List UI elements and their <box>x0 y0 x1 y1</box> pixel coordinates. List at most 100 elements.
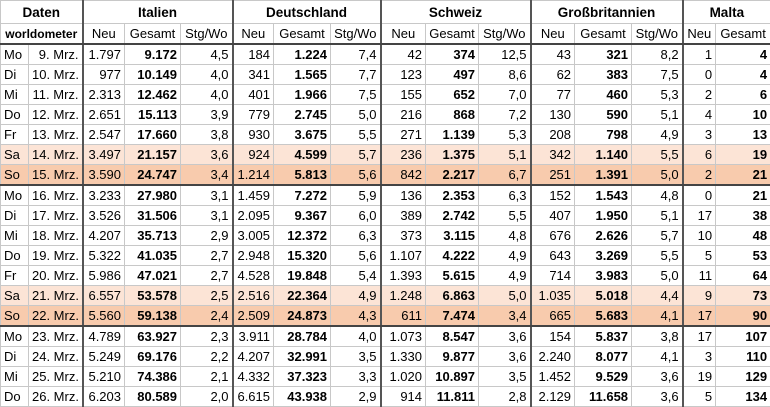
value-cell: 9.367 <box>274 206 331 226</box>
value-cell: 497 <box>426 65 479 85</box>
value-cell: 27.980 <box>125 185 181 206</box>
column-header: Stg/Wo <box>479 24 531 45</box>
value-cell: 5.560 <box>83 306 125 327</box>
date-cell: 25. Mrz. <box>29 367 83 387</box>
value-cell: 19 <box>683 367 716 387</box>
value-cell: 342 <box>531 145 575 165</box>
value-cell: 914 <box>381 387 426 407</box>
value-cell: 5.018 <box>575 286 632 306</box>
date-cell: 20. Mrz. <box>29 266 83 286</box>
value-cell: 407 <box>531 206 575 226</box>
value-cell: 3 <box>683 347 716 367</box>
value-cell: 321 <box>575 44 632 65</box>
value-cell: 22.364 <box>274 286 331 306</box>
value-cell: 21 <box>716 165 770 186</box>
value-cell: 69.176 <box>125 347 181 367</box>
value-cell: 5,5 <box>331 125 381 145</box>
date-cell: Mi <box>1 85 29 105</box>
value-cell: 4,0 <box>181 65 233 85</box>
value-cell: 1.375 <box>426 145 479 165</box>
column-header: Neu <box>233 24 274 45</box>
value-cell: 11 <box>683 266 716 286</box>
value-cell: 2 <box>683 165 716 186</box>
date-cell: 23. Mrz. <box>29 326 83 347</box>
value-cell: 208 <box>531 125 575 145</box>
column-header: Gesamt <box>426 24 479 45</box>
value-cell: 2 <box>683 85 716 105</box>
value-cell: 3,1 <box>181 185 233 206</box>
value-cell: 2.095 <box>233 206 274 226</box>
value-cell: 3.269 <box>575 246 632 266</box>
date-cell: 15. Mrz. <box>29 165 83 186</box>
value-cell: 7,0 <box>479 85 531 105</box>
value-cell: 4,8 <box>632 185 683 206</box>
value-cell: 4,1 <box>632 306 683 327</box>
value-cell: 2.745 <box>274 105 331 125</box>
date-cell: Di <box>1 206 29 226</box>
value-cell: 2.948 <box>233 246 274 266</box>
value-cell: 21 <box>716 185 770 206</box>
value-cell: 53.578 <box>125 286 181 306</box>
value-cell: 2.509 <box>233 306 274 327</box>
group-header: Schweiz <box>381 1 531 24</box>
date-cell: Di <box>1 65 29 85</box>
value-cell: 48 <box>716 226 770 246</box>
value-cell: 3.005 <box>233 226 274 246</box>
column-header: Neu <box>683 24 716 45</box>
date-cell: Fr <box>1 125 29 145</box>
value-cell: 2.742 <box>426 206 479 226</box>
value-cell: 2.626 <box>575 226 632 246</box>
value-cell: 2.129 <box>531 387 575 407</box>
value-cell: 43.938 <box>274 387 331 407</box>
value-cell: 4.332 <box>233 367 274 387</box>
value-cell: 6 <box>716 85 770 105</box>
value-cell: 6,0 <box>331 206 381 226</box>
date-cell: So <box>1 306 29 327</box>
value-cell: 4.789 <box>83 326 125 347</box>
value-cell: 6,3 <box>331 226 381 246</box>
value-cell: 2.516 <box>233 286 274 306</box>
value-cell: 4.222 <box>426 246 479 266</box>
column-header: Stg/Wo <box>181 24 233 45</box>
value-cell: 4.599 <box>274 145 331 165</box>
value-cell: 2,7 <box>181 246 233 266</box>
value-cell: 4,0 <box>181 85 233 105</box>
value-cell: 5,9 <box>331 185 381 206</box>
value-cell: 3 <box>683 125 716 145</box>
value-cell: 134 <box>716 387 770 407</box>
value-cell: 2,0 <box>181 387 233 407</box>
value-cell: 5,5 <box>479 206 531 226</box>
date-cell: 13. Mrz. <box>29 125 83 145</box>
value-cell: 5,1 <box>479 145 531 165</box>
date-cell: 22. Mrz. <box>29 306 83 327</box>
value-cell: 123 <box>381 65 426 85</box>
value-cell: 5,6 <box>331 165 381 186</box>
value-cell: 1.107 <box>381 246 426 266</box>
column-header: Neu <box>531 24 575 45</box>
value-cell: 373 <box>381 226 426 246</box>
value-cell: 4,9 <box>331 286 381 306</box>
value-cell: 6,7 <box>479 165 531 186</box>
value-cell: 24.873 <box>274 306 331 327</box>
value-cell: 9.172 <box>125 44 181 65</box>
value-cell: 4,3 <box>331 306 381 327</box>
value-cell: 842 <box>381 165 426 186</box>
value-cell: 5,7 <box>331 145 381 165</box>
value-cell: 15.113 <box>125 105 181 125</box>
value-cell: 3.590 <box>83 165 125 186</box>
value-cell: 1.452 <box>531 367 575 387</box>
value-cell: 216 <box>381 105 426 125</box>
value-cell: 3,8 <box>632 326 683 347</box>
value-cell: 1.248 <box>381 286 426 306</box>
column-header: Gesamt <box>575 24 632 45</box>
value-cell: 184 <box>233 44 274 65</box>
value-cell: 1.139 <box>426 125 479 145</box>
value-cell: 7,4 <box>331 44 381 65</box>
value-cell: 3.526 <box>83 206 125 226</box>
date-cell: 26. Mrz. <box>29 387 83 407</box>
value-cell: 3,5 <box>331 347 381 367</box>
